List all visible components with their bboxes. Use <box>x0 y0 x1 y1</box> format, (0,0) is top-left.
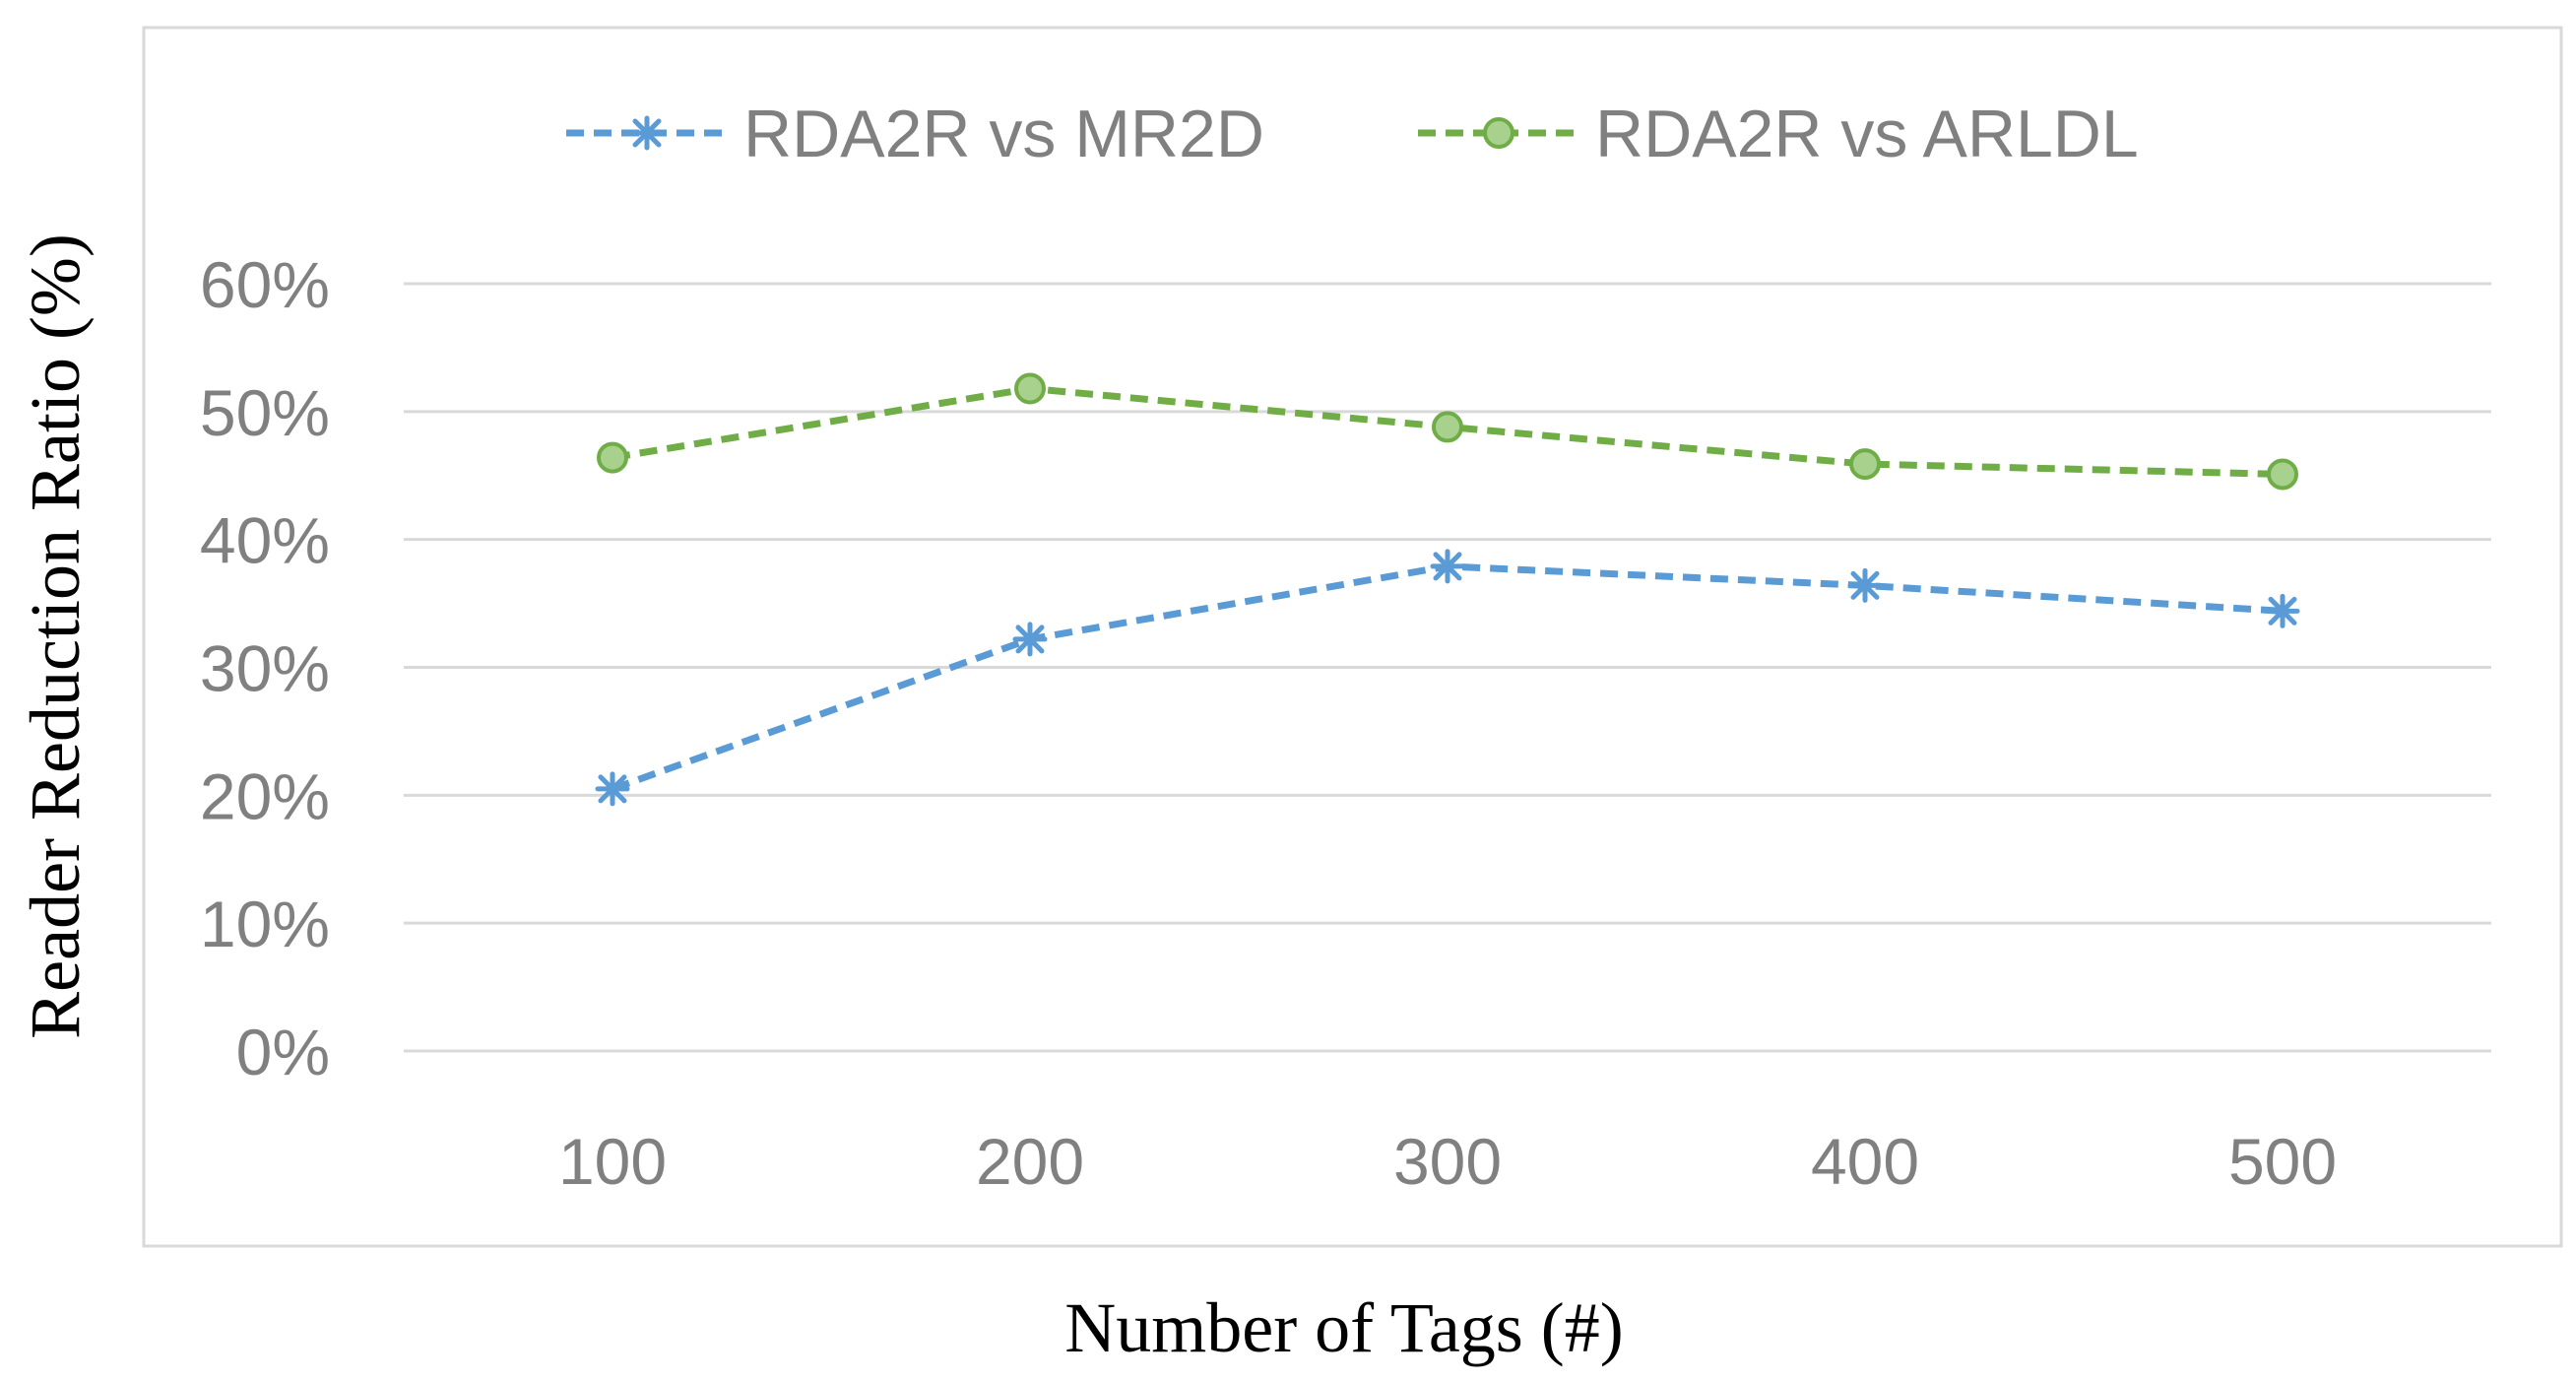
y-tick-label: 20% <box>200 759 330 832</box>
legend-marker <box>1483 117 1514 149</box>
x-tick-label: 500 <box>2228 1125 2337 1198</box>
y-tick-label: 50% <box>200 376 330 449</box>
x-tick-label: 300 <box>1393 1125 1502 1198</box>
x-axis-label: Number of Tags (#) <box>1064 1288 1624 1367</box>
marker-stroke <box>598 774 627 804</box>
data-point <box>1847 567 1883 603</box>
marker-stroke <box>1850 570 1880 600</box>
data-point <box>597 441 628 474</box>
marker-stroke <box>2268 596 2297 625</box>
legend-marker <box>629 115 665 151</box>
x-tick-label: 100 <box>558 1125 667 1198</box>
data-point <box>1432 411 1463 443</box>
y-tick-labels: 0% 10% 20% 30% 40% 50% 60% <box>200 248 330 1088</box>
y-tick-label: 60% <box>200 248 330 321</box>
series-lines <box>595 372 2300 807</box>
plot-frame <box>142 26 2563 1248</box>
y-tick-label: 40% <box>200 504 330 577</box>
x-tick-labels: 100 200 300 400 500 <box>558 1125 2337 1198</box>
x-tick-label: 400 <box>1811 1125 1919 1198</box>
series-2 <box>597 372 2298 491</box>
marker-stroke <box>632 118 662 148</box>
y-tick-label: 0% <box>236 1016 330 1088</box>
marker-stroke <box>1015 625 1045 654</box>
data-point <box>1430 549 1465 584</box>
marker-stroke <box>1433 552 1462 581</box>
data-point <box>1849 448 1881 481</box>
data-point <box>1012 622 1048 657</box>
y-tick-label: 10% <box>200 888 330 960</box>
data-point <box>2265 593 2300 628</box>
legend-item: RDA2R vs MR2D <box>566 97 1264 171</box>
data-point <box>1014 372 1046 405</box>
legend-item: RDA2R vs ARLDL <box>1418 97 2139 171</box>
legend: RDA2R vs MR2D RDA2R vs ARLDL <box>566 97 2139 171</box>
y-axis-label: Reader Reduction Ratio (%) <box>16 233 95 1039</box>
x-tick-label: 200 <box>976 1125 1084 1198</box>
y-tick-label: 30% <box>200 632 330 705</box>
legend-label: RDA2R vs MR2D <box>743 97 1264 171</box>
data-point <box>2267 458 2298 491</box>
series-1 <box>595 549 2300 807</box>
data-point <box>595 771 630 807</box>
legend-label: RDA2R vs ARLDL <box>1595 97 2139 171</box>
